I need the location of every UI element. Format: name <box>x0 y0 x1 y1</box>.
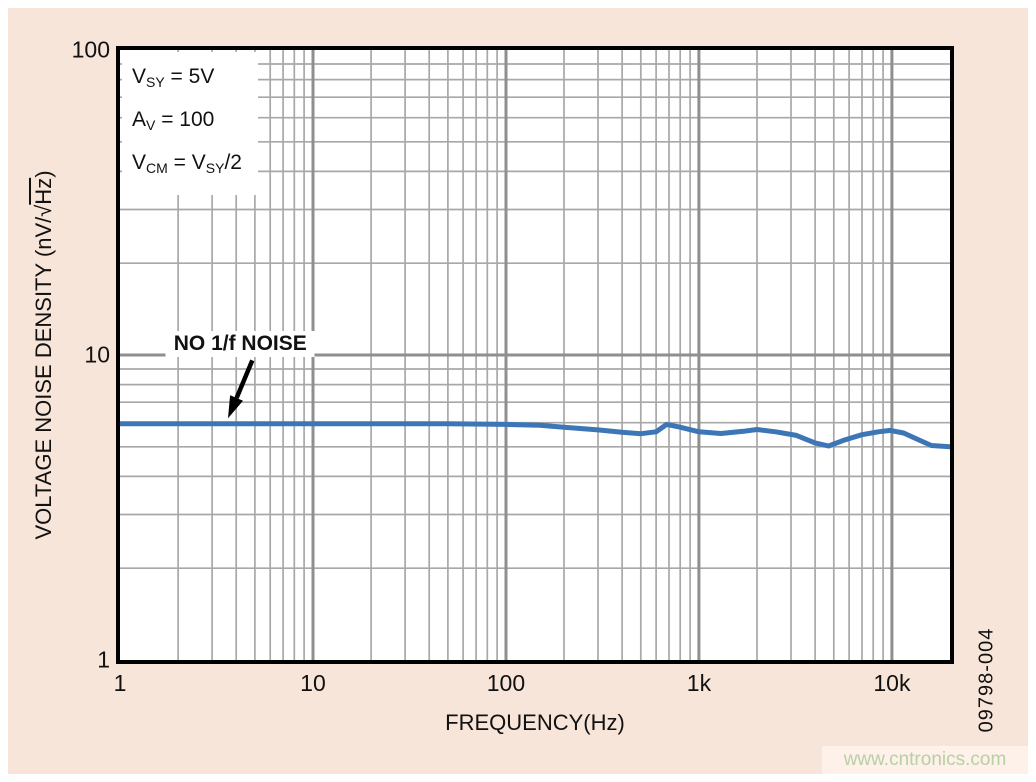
y-tick-label: 10 <box>84 341 110 368</box>
x-tick-label: 100 <box>486 670 526 696</box>
condition-line: AV = 100 <box>132 108 215 133</box>
x-tick-label: 10k <box>873 670 911 696</box>
y-axis-title: VOLTAGE NOISE DENSITY (nV/√Hz) <box>31 170 56 540</box>
noise-density-chart <box>120 50 950 660</box>
x-axis-ticks: 1 10 100 1k 10k <box>114 670 950 700</box>
condition-line: VSY = 5V <box>132 65 215 90</box>
condition-line: VCM = VSY/2 <box>132 151 242 176</box>
test-conditions-box: VSY = 5V AV = 100 VCM = VSY/2 <box>122 52 258 195</box>
y-tick-label: 100 <box>71 36 110 63</box>
chart-figure: VSY = 5V AV = 100 VCM = VSY/2 NO 1/f NOISE… <box>8 8 1028 774</box>
annotation-arrow <box>228 359 255 419</box>
x-tick-label: 1 <box>113 670 127 696</box>
noise-curve <box>120 421 950 450</box>
x-tick-label: 10 <box>300 670 326 696</box>
no-1f-noise-callout: NO 1/f NOISE <box>165 330 315 357</box>
y-axis-ticks: 1 10 100 <box>8 37 110 673</box>
figure-number: 09798-004 <box>975 627 998 733</box>
watermark: www.cntronics.com <box>822 746 1028 774</box>
y-tick-label: 1 <box>97 646 110 673</box>
x-axis-title: FREQUENCY(Hz) <box>445 710 625 735</box>
x-tick-label: 1k <box>686 670 712 696</box>
plot-area: VSY = 5V AV = 100 VCM = VSY/2 NO 1/f NOISE <box>116 46 954 664</box>
